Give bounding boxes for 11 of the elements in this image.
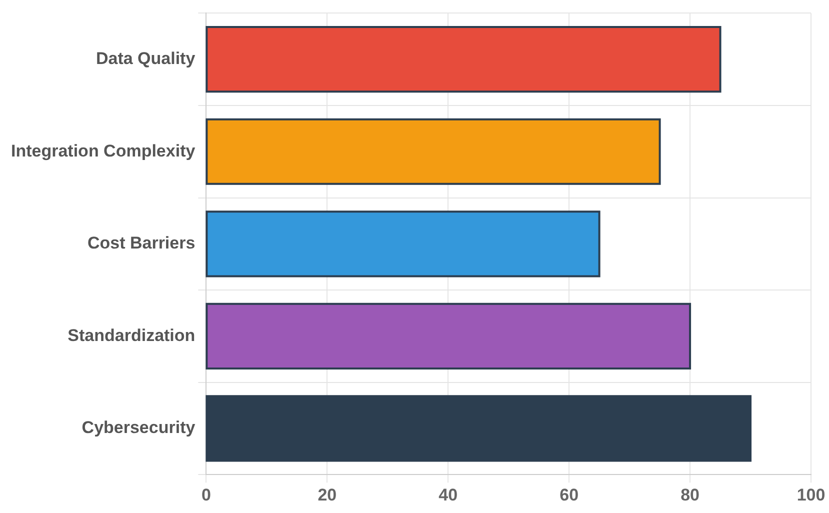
y-tick-label: Cost Barriers xyxy=(87,234,196,253)
x-tick-label: 60 xyxy=(560,485,579,504)
y-tick-label: Cybersecurity xyxy=(82,418,196,438)
x-tick-label: 80 xyxy=(680,485,700,504)
y-tick-label: Standardization xyxy=(68,326,196,345)
x-tick-label: 0 xyxy=(201,485,211,504)
x-tick-label: 100 xyxy=(796,485,826,504)
y-tick-label: Data Quality xyxy=(96,49,196,68)
x-tick-label: 40 xyxy=(438,485,458,504)
x-tick-label: 20 xyxy=(318,485,337,504)
y-tick-label: Integration Complexity xyxy=(11,141,196,160)
